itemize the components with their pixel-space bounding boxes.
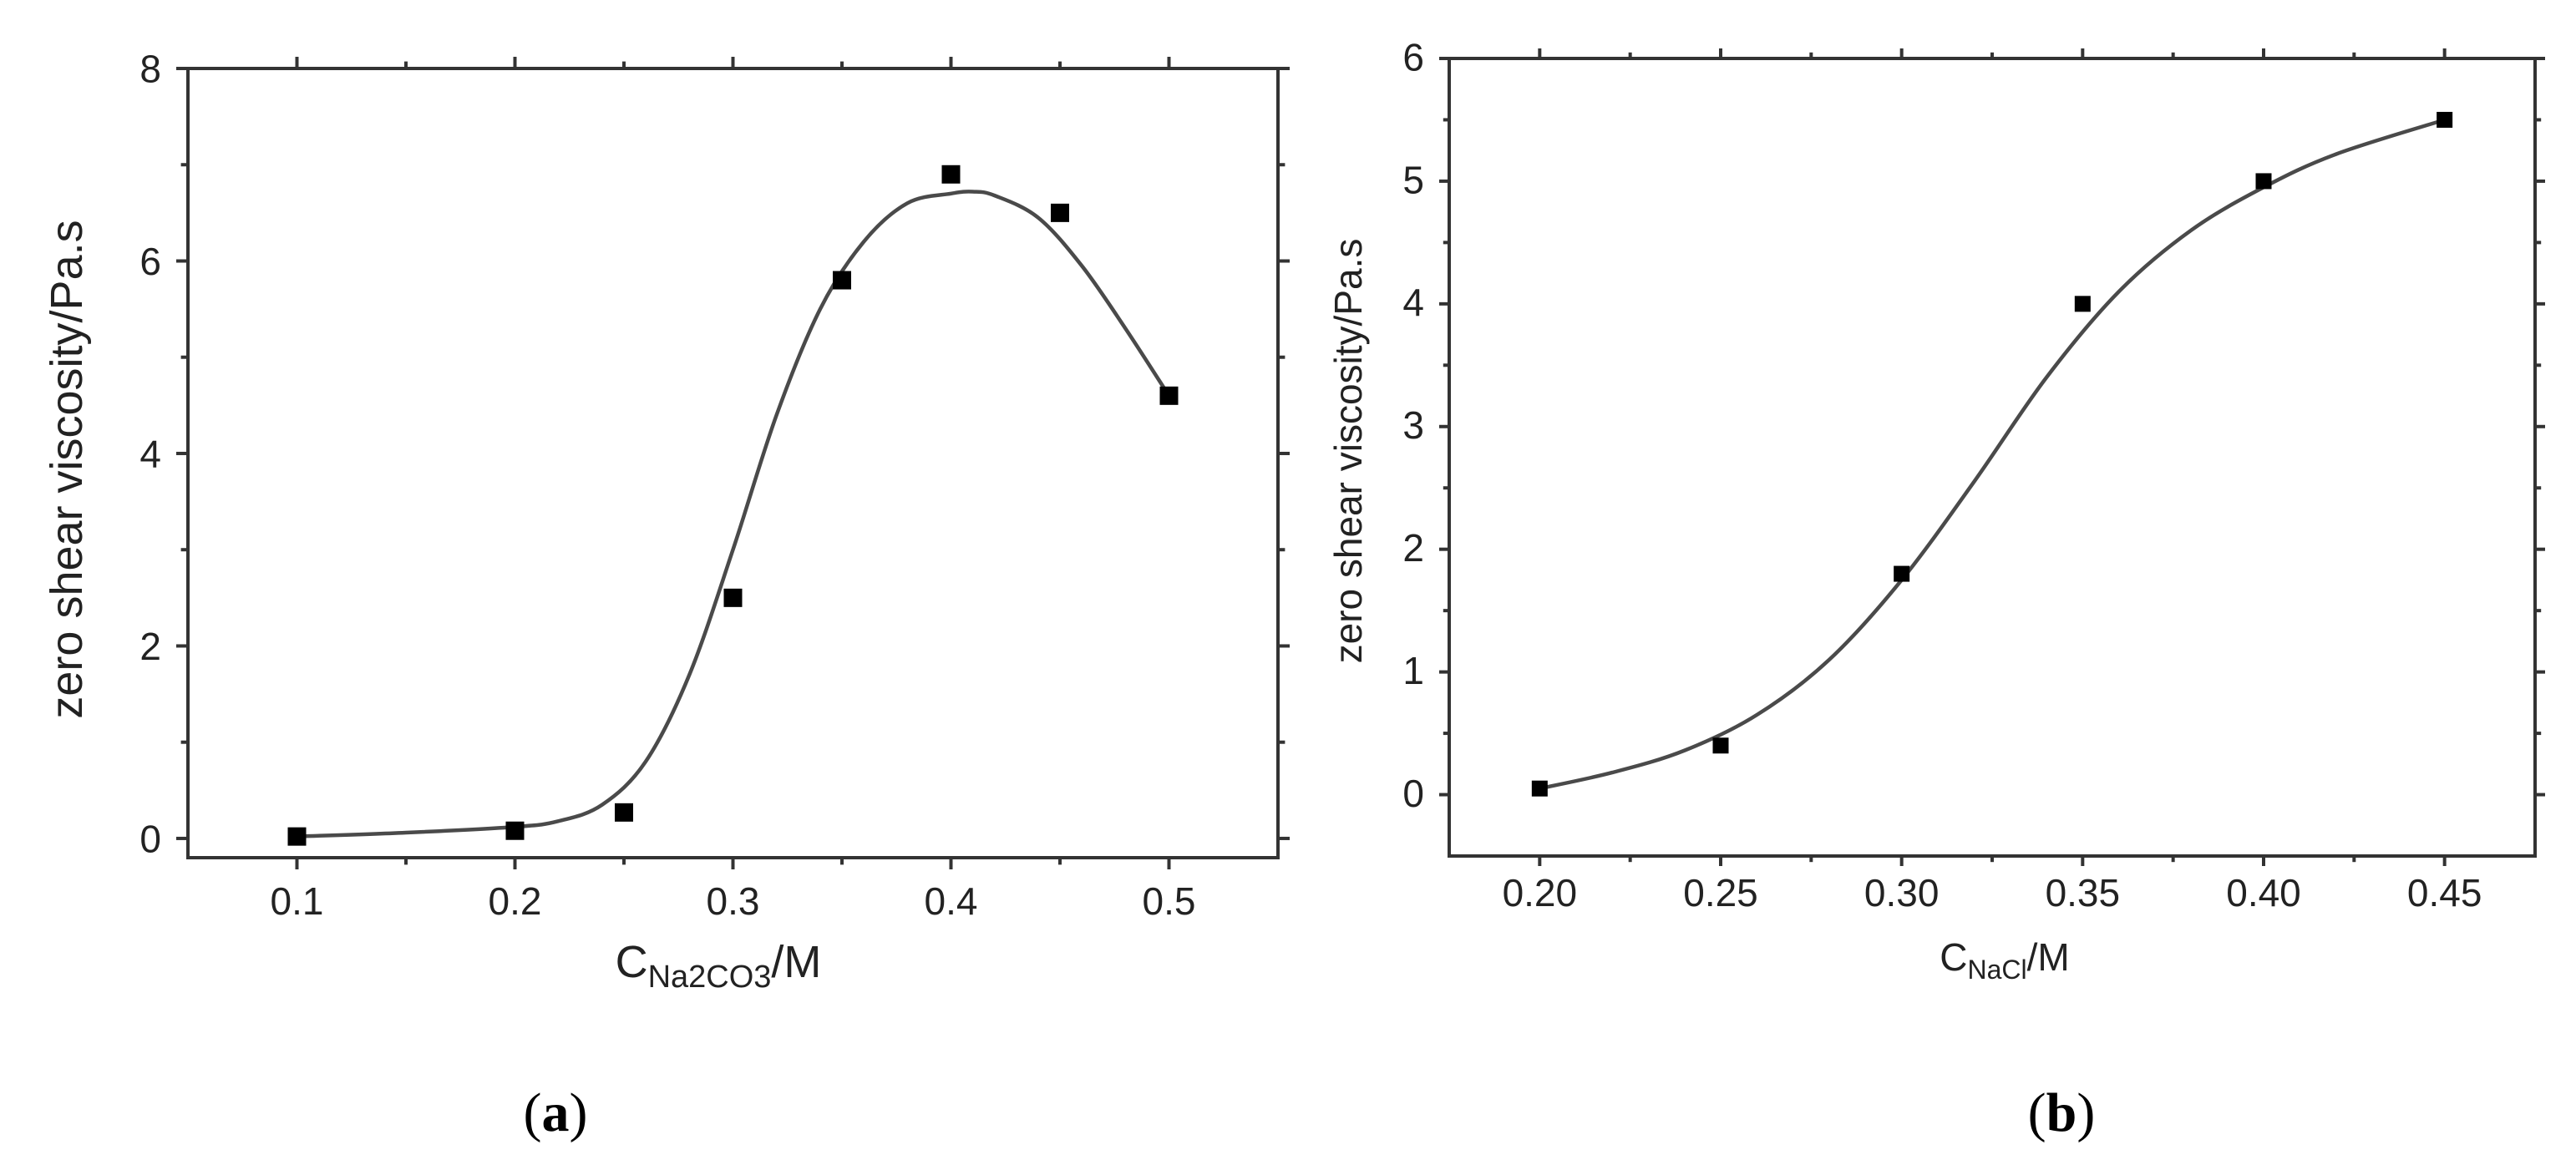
y-tick-label-b-5: 5 xyxy=(1402,158,1424,201)
y-tick-label-a-3: 6 xyxy=(139,240,161,283)
data-point-b-1 xyxy=(1712,737,1729,754)
y-tick-label-b-2: 2 xyxy=(1402,526,1424,570)
x-axis-title-b-subscript: NaCl xyxy=(1968,955,2027,985)
y-tick-label-b-1: 1 xyxy=(1402,649,1424,692)
x-axis-title-a: CNa2CO3/M xyxy=(616,937,822,995)
chart-panel-a: 0.1 0.2 0.3 0.4 0.5 0 2 4 6 8 zero shear viscosit… xyxy=(42,48,1290,1143)
fit-curve-a xyxy=(297,190,1171,838)
data-point-b-4 xyxy=(2255,173,2272,190)
x-axis-title-b: CNaCl/M xyxy=(1940,935,2069,985)
fit-curve-group-b xyxy=(1539,118,2446,791)
data-point-b-5 xyxy=(2437,111,2453,128)
y-tick-label-a-2: 4 xyxy=(139,433,161,476)
axis-ticks-a: 0.1 0.2 0.3 0.4 0.5 0 2 4 6 8 xyxy=(139,48,1290,923)
data-point-b-0 xyxy=(1531,780,1548,797)
y-tick-label-b-0: 0 xyxy=(1402,772,1424,815)
data-point-a-7 xyxy=(1159,386,1179,405)
data-point-a-4 xyxy=(833,271,851,290)
x-tick-label-b-2: 0.30 xyxy=(1864,871,1940,914)
x-axis-title-b-unit: /M xyxy=(2027,935,2070,979)
data-point-b-3 xyxy=(2074,296,2091,312)
panel-label-a-open: ( xyxy=(524,1082,542,1143)
y-tick-label-a-4: 8 xyxy=(139,48,161,91)
fit-curve-b xyxy=(1539,118,2446,791)
data-point-a-2 xyxy=(615,803,633,822)
x-tick-label-a-1: 0.2 xyxy=(489,879,542,923)
plot-frame-a xyxy=(186,67,1280,859)
data-point-a-5 xyxy=(941,165,961,184)
x-tick-label-a-2: 0.3 xyxy=(707,879,760,923)
data-points-b xyxy=(1531,111,2453,797)
x-axis-title-a-subscript: Na2CO3 xyxy=(648,960,772,995)
y-tick-label-a-0: 0 xyxy=(139,818,161,861)
y-tick-label-b-4: 4 xyxy=(1402,281,1424,324)
y-tick-label-a-1: 2 xyxy=(139,625,161,668)
x-tick-label-b-4: 0.40 xyxy=(2226,871,2301,914)
data-point-a-1 xyxy=(505,821,525,840)
y-axis-title-b: zero shear viscosity/Pa.s xyxy=(1326,239,1370,664)
x-tick-label-a-0: 0.1 xyxy=(271,879,324,923)
data-point-a-0 xyxy=(287,827,307,846)
data-point-a-3 xyxy=(723,588,743,607)
x-tick-label-b-1: 0.25 xyxy=(1683,871,1758,914)
x-axis-title-a-main: C xyxy=(616,937,648,987)
data-point-a-6 xyxy=(1051,203,1069,222)
data-points-a xyxy=(287,165,1179,846)
panel-label-a-close: ) xyxy=(570,1082,588,1143)
panel-label-a-letter: a xyxy=(542,1082,570,1143)
panel-label-b-letter: b xyxy=(2046,1082,2077,1143)
fit-curve-group-a xyxy=(297,190,1171,838)
panel-label-b-close: ) xyxy=(2077,1082,2095,1143)
chart-panel-b: 0.20 0.25 0.30 0.35 0.40 0.45 0 1 2 3 4 5 6 zero she… xyxy=(1326,35,2545,1143)
panel-label-b: (b) xyxy=(2028,1082,2096,1143)
panel-label-b-open: ( xyxy=(2028,1082,2046,1143)
y-tick-label-b-3: 3 xyxy=(1402,403,1424,447)
x-tick-label-a-4: 0.5 xyxy=(1143,879,1196,923)
x-axis-title-a-unit: /M xyxy=(771,937,821,987)
x-tick-label-b-5: 0.45 xyxy=(2407,871,2482,914)
x-tick-label-b-3: 0.35 xyxy=(2046,871,2121,914)
panel-label-a: (a) xyxy=(524,1082,588,1143)
x-tick-label-a-3: 0.4 xyxy=(925,879,978,923)
data-point-b-2 xyxy=(1894,565,1910,582)
y-tick-label-b-6: 6 xyxy=(1402,35,1424,79)
x-tick-label-b-0: 0.20 xyxy=(1503,871,1578,914)
y-axis-title-a: zero shear viscosity/Pa.s xyxy=(42,220,92,718)
x-axis-title-b-main: C xyxy=(1940,935,1967,979)
axis-ticks-b: 0.20 0.25 0.30 0.35 0.40 0.45 0 1 2 3 4 5 6 xyxy=(1402,35,2545,914)
